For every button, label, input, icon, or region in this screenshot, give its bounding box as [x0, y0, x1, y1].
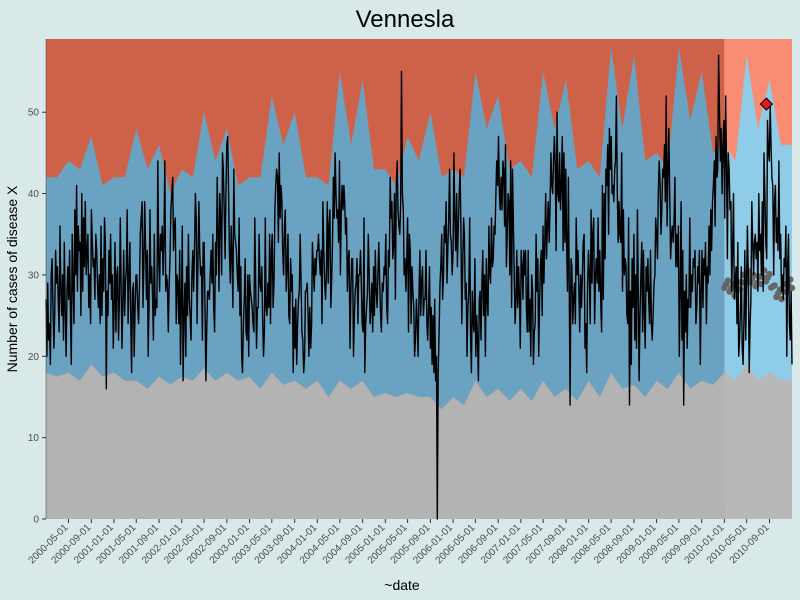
- series-layer: [45, 54, 793, 520]
- baseline-point: [771, 282, 778, 289]
- y-tick-label: 50: [28, 108, 40, 119]
- y-axis-title: Number of cases of disease X: [4, 185, 20, 372]
- x-axis-title: ~date: [384, 577, 420, 593]
- y-tick-label: 20: [28, 352, 40, 363]
- y-tick-label: 0: [33, 515, 39, 526]
- baseline-point: [766, 270, 773, 278]
- baseline-point: [724, 277, 732, 284]
- low-region: [46, 364, 725, 519]
- cases-line: [45, 54, 793, 520]
- low-region-forecast: [724, 364, 792, 519]
- alert-marker: [759, 97, 774, 111]
- baseline-point: [757, 280, 764, 288]
- y-tick-label: 10: [28, 433, 40, 444]
- y-axis: 0 10 20 30 40 50: [28, 39, 47, 526]
- y-tick-label: 30: [28, 270, 40, 281]
- marker-layer: [759, 97, 774, 111]
- baseline-point: [788, 284, 796, 292]
- y-tick-label: 40: [28, 189, 40, 200]
- chart-title: Vennesla: [356, 6, 455, 33]
